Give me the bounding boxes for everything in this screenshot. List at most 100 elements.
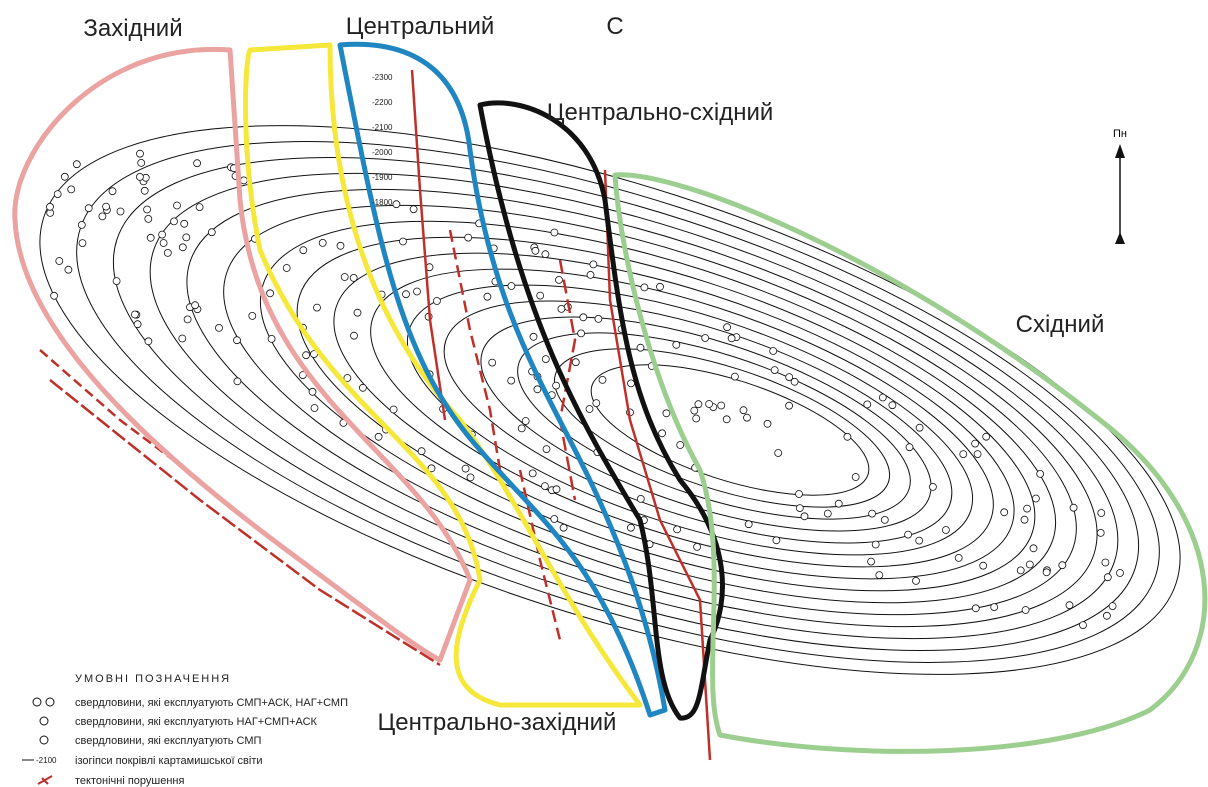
well bbox=[65, 266, 72, 273]
well bbox=[972, 605, 979, 612]
well bbox=[551, 229, 558, 236]
well bbox=[164, 249, 171, 256]
well bbox=[637, 344, 644, 351]
well bbox=[879, 394, 886, 401]
zone-label: Центрально-західний bbox=[378, 709, 617, 736]
well bbox=[542, 356, 549, 363]
well bbox=[309, 388, 316, 395]
well bbox=[960, 451, 967, 458]
well bbox=[99, 213, 106, 220]
well bbox=[351, 332, 358, 339]
well bbox=[354, 309, 361, 316]
well bbox=[556, 276, 563, 283]
well bbox=[303, 352, 310, 359]
well bbox=[1103, 612, 1110, 619]
well bbox=[160, 240, 167, 247]
well bbox=[673, 341, 680, 348]
well bbox=[677, 442, 684, 449]
well bbox=[657, 283, 664, 290]
well bbox=[852, 474, 859, 481]
well bbox=[541, 483, 548, 490]
contour-label: -1900 bbox=[372, 173, 393, 182]
well bbox=[1022, 607, 1029, 614]
well bbox=[586, 406, 593, 413]
well bbox=[553, 486, 560, 493]
well bbox=[868, 558, 875, 565]
well bbox=[691, 407, 698, 414]
well bbox=[518, 425, 525, 432]
well bbox=[674, 526, 681, 533]
well bbox=[835, 500, 842, 507]
well bbox=[728, 335, 735, 342]
well bbox=[1017, 567, 1024, 574]
well bbox=[181, 220, 188, 227]
well bbox=[144, 206, 151, 213]
well bbox=[179, 335, 186, 342]
contour bbox=[217, 143, 1098, 682]
well bbox=[1024, 505, 1031, 512]
legend-symbol bbox=[46, 698, 54, 706]
well bbox=[889, 402, 896, 409]
well bbox=[1059, 562, 1066, 569]
well bbox=[764, 420, 771, 427]
well bbox=[79, 240, 86, 247]
well bbox=[484, 293, 491, 300]
well bbox=[183, 234, 190, 241]
well bbox=[1026, 561, 1033, 568]
well bbox=[558, 305, 565, 312]
well bbox=[534, 386, 541, 393]
well bbox=[844, 433, 851, 440]
well bbox=[311, 405, 318, 412]
well bbox=[1097, 529, 1104, 536]
well bbox=[628, 380, 635, 387]
well bbox=[134, 321, 141, 328]
zone-outlines bbox=[15, 44, 1205, 751]
well bbox=[824, 510, 831, 517]
contour-label: -2000 bbox=[372, 148, 393, 157]
zone-label: Центрально-східний bbox=[547, 99, 774, 126]
well bbox=[1021, 516, 1028, 523]
well bbox=[578, 330, 585, 337]
well bbox=[138, 159, 145, 166]
well bbox=[393, 201, 400, 208]
well bbox=[1070, 504, 1077, 511]
well bbox=[786, 402, 793, 409]
well bbox=[1037, 470, 1044, 477]
legend-item: ізогіпси покрівлі картамишської світи bbox=[75, 755, 263, 767]
well bbox=[56, 258, 63, 265]
well bbox=[184, 316, 191, 323]
well bbox=[991, 604, 998, 611]
legend-item: свердловини, які експлуатують СМП bbox=[75, 735, 262, 747]
well bbox=[179, 244, 186, 251]
well bbox=[147, 234, 154, 241]
well bbox=[418, 448, 425, 455]
well bbox=[522, 418, 529, 425]
well bbox=[543, 446, 550, 453]
well bbox=[375, 433, 382, 440]
well bbox=[1109, 603, 1116, 610]
well bbox=[467, 474, 474, 481]
well bbox=[47, 203, 54, 210]
well bbox=[234, 337, 241, 344]
zone-label: Західний bbox=[83, 15, 182, 42]
legend-symbol bbox=[40, 717, 48, 725]
well bbox=[1102, 559, 1109, 566]
well bbox=[465, 234, 472, 241]
zone-label: Східний bbox=[1016, 311, 1105, 338]
well bbox=[137, 150, 144, 157]
well bbox=[1080, 622, 1087, 629]
well bbox=[508, 283, 515, 290]
well bbox=[208, 229, 215, 236]
well bbox=[916, 424, 923, 431]
well bbox=[695, 401, 702, 408]
legend-item: свердловини, які експлуатують НАГ+СМП+АС… bbox=[75, 716, 318, 728]
well bbox=[942, 527, 949, 534]
well bbox=[136, 173, 143, 180]
well bbox=[864, 401, 871, 408]
well bbox=[268, 335, 275, 342]
well bbox=[159, 231, 166, 238]
well bbox=[693, 415, 700, 422]
well bbox=[174, 202, 181, 209]
legend-item: свердловини, які експлуатують СМП+АСК, Н… bbox=[75, 697, 348, 709]
well bbox=[587, 271, 594, 278]
